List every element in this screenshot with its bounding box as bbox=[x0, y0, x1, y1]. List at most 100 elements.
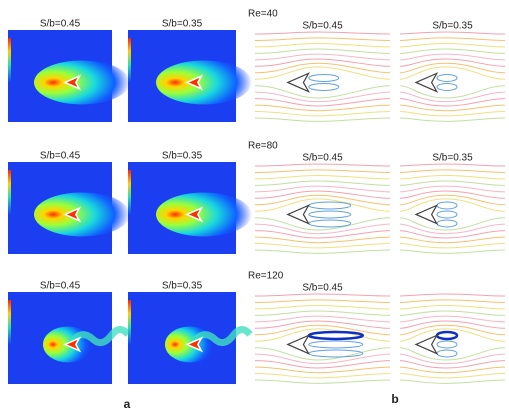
streamline bbox=[254, 299, 391, 303]
streamline bbox=[399, 305, 506, 310]
streamline bbox=[399, 347, 506, 361]
plume bbox=[156, 192, 252, 237]
streamline bbox=[399, 190, 506, 199]
panel-title: S/b=0.45 bbox=[302, 153, 343, 164]
recirculation bbox=[308, 340, 364, 349]
panel-title: S/b=0.45 bbox=[302, 283, 343, 294]
contour-panel bbox=[128, 292, 253, 384]
streamline bbox=[399, 37, 506, 41]
streamline-panel bbox=[254, 163, 391, 254]
streamline bbox=[399, 236, 506, 244]
body bbox=[414, 204, 439, 225]
streamline bbox=[399, 223, 506, 235]
panel-title: S/b=0.45 bbox=[40, 151, 81, 162]
streamline bbox=[399, 373, 506, 379]
streamline bbox=[254, 324, 391, 336]
streamline bbox=[254, 111, 391, 117]
panel-title: S/b=0.35 bbox=[432, 21, 473, 32]
streamline bbox=[254, 53, 391, 61]
panel-label: a bbox=[124, 397, 131, 411]
body bbox=[185, 336, 204, 353]
streamline bbox=[399, 58, 506, 67]
streamline bbox=[254, 223, 391, 235]
recirculation bbox=[308, 201, 352, 210]
contour-panel bbox=[128, 162, 252, 254]
recirculation bbox=[436, 82, 458, 91]
recirculation bbox=[435, 330, 459, 341]
body bbox=[63, 74, 82, 91]
re-label: Re=120 bbox=[248, 271, 284, 282]
recirculation bbox=[308, 82, 340, 91]
streamline bbox=[399, 328, 506, 342]
streamline bbox=[399, 324, 506, 336]
streamline-panel bbox=[399, 163, 506, 254]
panel-title: S/b=0.45 bbox=[40, 281, 81, 292]
streamline bbox=[399, 111, 506, 117]
body bbox=[185, 74, 204, 91]
streamline bbox=[399, 104, 506, 112]
recirculation bbox=[436, 340, 458, 349]
streamline bbox=[399, 62, 506, 74]
colorbar bbox=[8, 170, 11, 215]
streamline bbox=[254, 104, 391, 112]
plume bbox=[156, 60, 252, 105]
streamline bbox=[399, 185, 506, 193]
contour-panel bbox=[8, 292, 131, 384]
streamline bbox=[399, 315, 506, 323]
streamline bbox=[399, 230, 506, 239]
streamline bbox=[399, 175, 506, 180]
streamline bbox=[399, 66, 506, 80]
streamline bbox=[254, 98, 391, 107]
streamline bbox=[254, 366, 391, 374]
streamline bbox=[254, 217, 391, 231]
streamline bbox=[254, 117, 391, 122]
recirculation bbox=[307, 330, 365, 341]
recirculation bbox=[436, 349, 458, 358]
streamline bbox=[254, 91, 391, 103]
panel-title: S/b=0.35 bbox=[162, 281, 203, 292]
colorbar bbox=[128, 170, 131, 215]
streamline bbox=[254, 243, 391, 249]
streamline bbox=[399, 163, 506, 167]
streamline-panel bbox=[254, 31, 391, 122]
streamline bbox=[399, 98, 506, 107]
streamline bbox=[399, 293, 506, 297]
re-label: Re=40 bbox=[248, 9, 278, 20]
streamline bbox=[254, 198, 391, 212]
streamline bbox=[399, 299, 506, 303]
streamline bbox=[399, 360, 506, 369]
streamline bbox=[254, 37, 391, 41]
streamline bbox=[254, 190, 391, 199]
streamline bbox=[254, 347, 391, 361]
streamline-panel bbox=[399, 31, 506, 122]
streamline bbox=[254, 293, 391, 297]
body bbox=[286, 204, 311, 225]
streamline bbox=[254, 48, 391, 54]
colorbar bbox=[128, 38, 131, 83]
streamline bbox=[254, 230, 391, 239]
body bbox=[286, 72, 311, 93]
streamline bbox=[254, 85, 391, 99]
streamline bbox=[254, 58, 391, 67]
body bbox=[286, 334, 311, 355]
colorbar bbox=[8, 300, 11, 345]
streamline-panel bbox=[399, 293, 506, 384]
body bbox=[414, 72, 439, 93]
recirculation bbox=[308, 219, 352, 228]
recirculation bbox=[308, 210, 352, 219]
contour-panel bbox=[128, 30, 252, 122]
plume bbox=[34, 60, 130, 105]
streamline bbox=[254, 249, 391, 254]
streamline bbox=[399, 353, 506, 365]
streamline bbox=[254, 175, 391, 180]
panel-title: S/b=0.45 bbox=[40, 19, 81, 30]
vortex-street bbox=[67, 325, 131, 347]
body bbox=[185, 206, 204, 223]
streamline bbox=[399, 91, 506, 103]
streamline bbox=[254, 305, 391, 310]
panel-title: S/b=0.45 bbox=[302, 21, 343, 32]
recirculation bbox=[436, 201, 458, 210]
body bbox=[63, 206, 82, 223]
re-label: Re=80 bbox=[248, 141, 278, 152]
streamline-panel bbox=[254, 293, 391, 384]
